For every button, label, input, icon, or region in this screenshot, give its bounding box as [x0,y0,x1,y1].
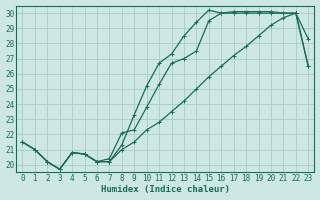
X-axis label: Humidex (Indice chaleur): Humidex (Indice chaleur) [101,185,230,194]
